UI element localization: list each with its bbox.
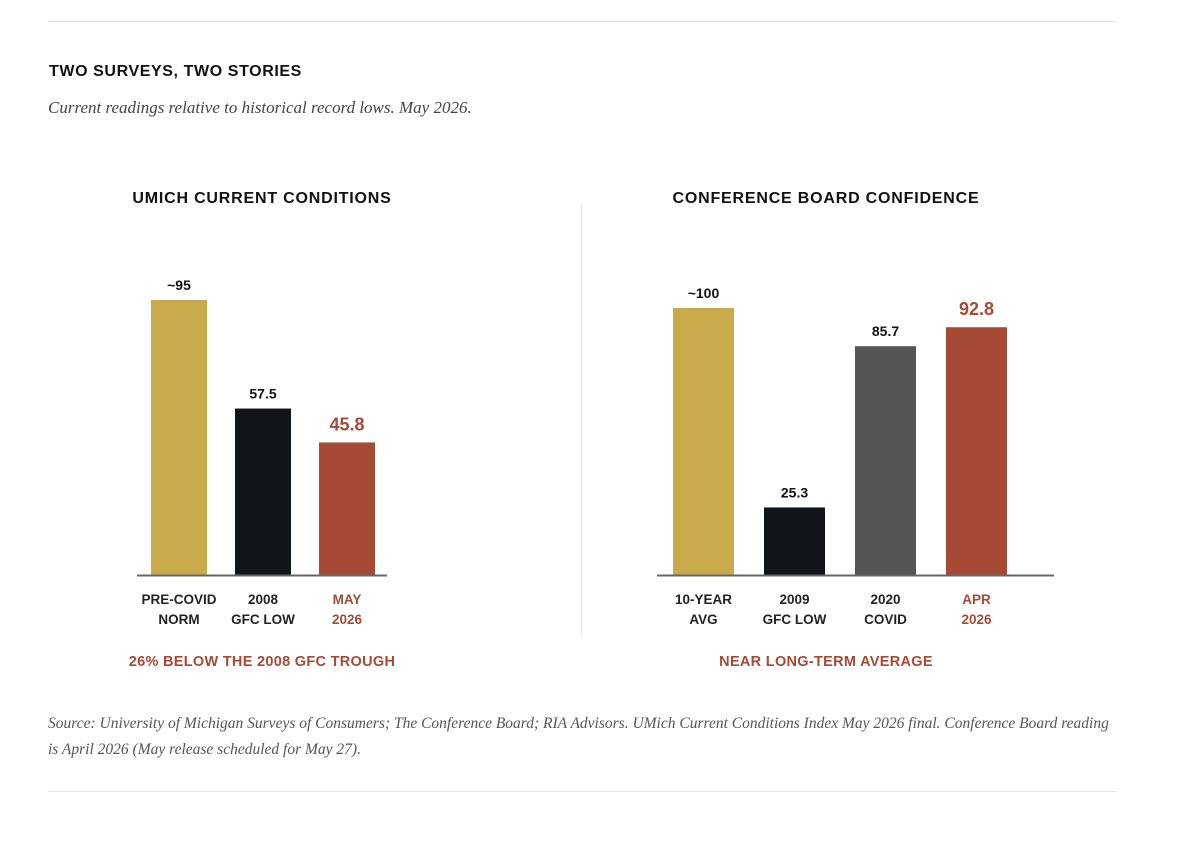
bottom-rule bbox=[48, 791, 1116, 792]
top-rule bbox=[48, 21, 1116, 22]
umich-category-label-0: PRE-COVID bbox=[141, 592, 216, 607]
confboard-value-label-0: ~100 bbox=[688, 285, 720, 301]
page-title: TWO SURVEYS, TWO STORIES bbox=[49, 63, 302, 80]
conference-board-chart: CONFERENCE BOARD CONFIDENCE ~100 10-YEAR AV… bbox=[657, 190, 1054, 670]
confboard-category-label-2: COVID bbox=[864, 612, 907, 627]
confboard-bar-3 bbox=[946, 327, 1007, 575]
umich-category-label-2: MAY bbox=[333, 592, 362, 607]
confboard-bar-1 bbox=[764, 507, 825, 575]
chart-divider bbox=[581, 204, 582, 637]
umich-value-label-1: 57.5 bbox=[249, 386, 276, 402]
umich-bar-2 bbox=[319, 442, 375, 575]
confboard-category-label-0: AVG bbox=[689, 612, 717, 627]
umich-category-label-1: 2008 bbox=[248, 592, 279, 607]
confboard-value-label-3: 92.8 bbox=[959, 299, 994, 319]
confboard-category-label-2: 2020 bbox=[870, 592, 900, 607]
confboard-bar-0 bbox=[673, 308, 734, 575]
confboard-chart-title: CONFERENCE BOARD CONFIDENCE bbox=[673, 190, 980, 207]
umich-chart-title: UMICH CURRENT CONDITIONS bbox=[132, 190, 391, 207]
page-subtitle: Current readings relative to historical … bbox=[48, 98, 472, 117]
umich-chart: UMICH CURRENT CONDITIONS ~95 PRE-COVID NORM… bbox=[129, 190, 396, 670]
umich-category-label-0: NORM bbox=[158, 612, 199, 627]
confboard-bar-2 bbox=[855, 346, 916, 575]
confboard-category-label-0: 10-YEAR bbox=[675, 592, 732, 607]
confboard-value-label-2: 85.7 bbox=[872, 323, 899, 339]
umich-bar-0 bbox=[151, 300, 207, 575]
source-note: Source: University of Michigan Surveys o… bbox=[48, 715, 1109, 758]
confboard-category-label-3: APR bbox=[962, 592, 991, 607]
umich-value-label-2: 45.8 bbox=[329, 414, 364, 434]
confboard-value-label-1: 25.3 bbox=[781, 484, 808, 500]
confboard-category-label-1: 2009 bbox=[779, 592, 809, 607]
umich-category-label-2: 2026 bbox=[332, 612, 363, 627]
umich-category-label-1: GFC LOW bbox=[231, 612, 295, 627]
confboard-category-label-1: GFC LOW bbox=[763, 612, 827, 627]
confboard-note: NEAR LONG-TERM AVERAGE bbox=[719, 654, 933, 670]
umich-bar-1 bbox=[235, 408, 291, 575]
confboard-category-label-3: 2026 bbox=[961, 612, 992, 627]
umich-note: 26% BELOW THE 2008 GFC TROUGH bbox=[129, 654, 396, 670]
umich-value-label-0: ~95 bbox=[167, 277, 191, 293]
